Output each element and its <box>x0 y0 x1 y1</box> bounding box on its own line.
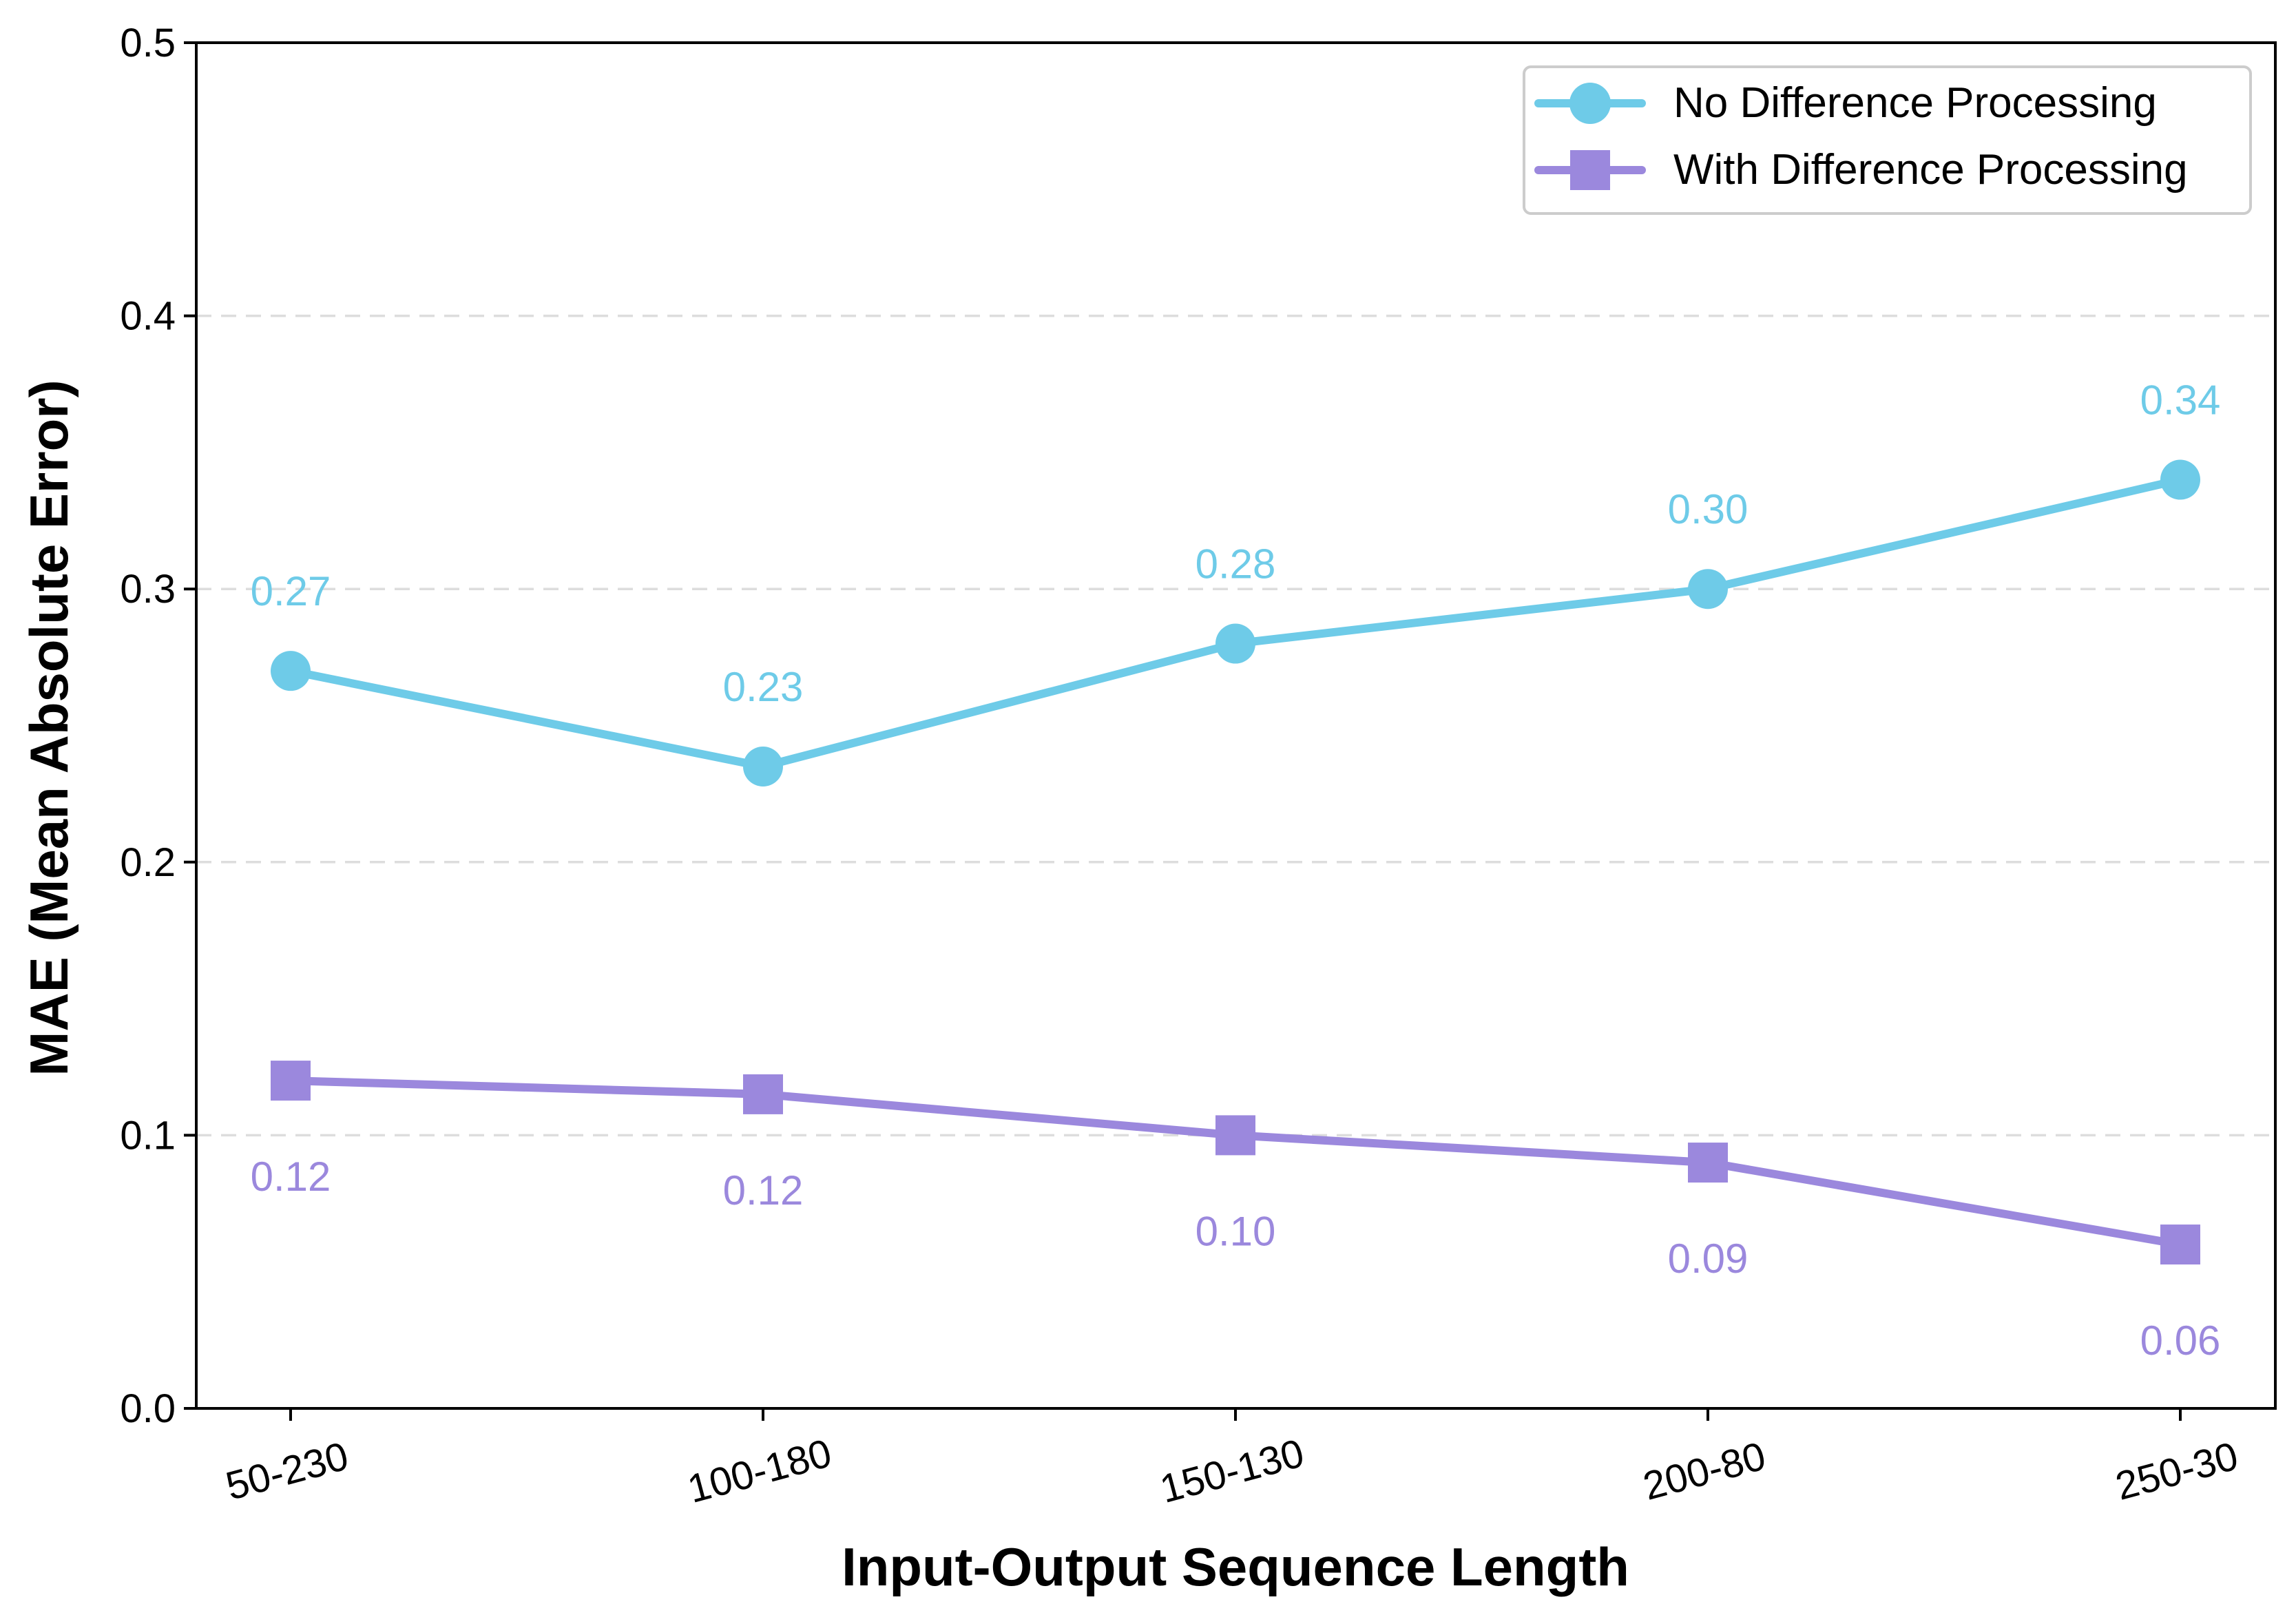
x-tick-label: 150-130 <box>1156 1430 1308 1512</box>
x-tick-label: 200-80 <box>1638 1433 1770 1509</box>
data-label: 0.12 <box>251 1154 331 1200</box>
data-label: 0.27 <box>251 568 331 614</box>
data-label: 0.34 <box>2140 377 2221 424</box>
series-line-no-difference <box>286 475 2184 771</box>
y-tick-label: 0.0 <box>120 1386 176 1431</box>
data-point-square <box>2160 1225 2200 1265</box>
legend-label-no-difference: No Difference Processing <box>1673 79 2157 127</box>
data-point-square <box>1688 1143 1728 1183</box>
y-tick-label: 0.3 <box>120 567 176 612</box>
x-axis-title: Input-Output Sequence Length <box>842 1536 1629 1597</box>
data-label: 0.30 <box>1668 486 1749 532</box>
data-point-circle <box>271 651 311 691</box>
data-label: 0.06 <box>2140 1317 2221 1364</box>
data-point-circle <box>2160 459 2200 500</box>
series-layer <box>271 459 2200 1265</box>
data-point-square <box>743 1074 783 1114</box>
legend-entry-with-difference: With Difference Processing <box>1534 146 2188 194</box>
y-tick-label: 0.2 <box>120 840 176 885</box>
axes: 0.0 0.1 0.2 0.3 0.4 0.5 50-230 100-180 150-130 20… <box>120 21 2277 1512</box>
data-label: 0.28 <box>1196 541 1276 587</box>
legend-label-with-difference: With Difference Processing <box>1673 146 2188 194</box>
legend: No Difference Processing With Difference… <box>1523 65 2252 215</box>
data-point-square <box>271 1061 311 1101</box>
x-tick-label: 50-230 <box>221 1433 353 1509</box>
x-tick-label: 250-30 <box>2111 1433 2242 1509</box>
y-tick-label: 0.1 <box>120 1113 176 1158</box>
data-point-square <box>1215 1115 1255 1156</box>
data-label: 0.10 <box>1196 1208 1276 1254</box>
legend-square-marker-icon <box>1570 150 1610 190</box>
data-labels: 0.27 0.23 0.28 0.30 0.34 0.12 0.12 0.10 0.09 0.06 <box>251 377 2221 1364</box>
y-axis-title: MAE (Mean Absolute Error) <box>19 379 79 1076</box>
legend-circle-marker-icon <box>1569 83 1611 124</box>
x-tick-label: 100-180 <box>683 1430 836 1512</box>
data-point-circle <box>1688 569 1728 609</box>
data-point-circle <box>743 746 783 786</box>
data-label: 0.23 <box>723 664 804 710</box>
data-label: 0.09 <box>1668 1236 1749 1282</box>
grid-lines <box>196 314 2275 1137</box>
legend-box <box>1523 65 2252 215</box>
data-label: 0.12 <box>723 1167 804 1213</box>
data-point-circle <box>1215 623 1255 664</box>
y-tick-label: 0.5 <box>120 21 176 65</box>
y-tick-label: 0.4 <box>120 294 176 339</box>
legend-entry-no-difference: No Difference Processing <box>1534 79 2157 127</box>
